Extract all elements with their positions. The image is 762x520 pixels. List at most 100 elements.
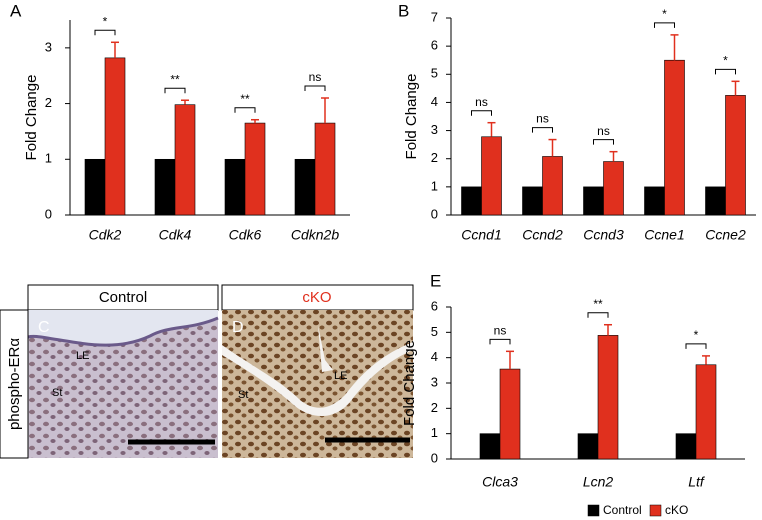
y-tick-label: 5 [431,324,438,339]
y-tick-label: 4 [431,349,438,364]
error-bar [251,118,259,124]
bar [314,122,336,216]
significance-label: * [694,328,699,342]
error-bar [111,41,119,58]
y-tick-label: 0 [431,450,438,465]
micrograph [222,310,413,458]
significance-bracket [715,68,736,75]
y-tick-label: 6 [431,38,438,53]
significance-bracket [304,85,326,91]
y-tick-label: 6 [431,298,438,313]
legend-label: cKO [665,503,688,517]
bar [583,186,604,216]
panel-title: Control [99,289,147,306]
bar [104,57,126,216]
significance-label: ** [240,92,250,106]
error-bar [670,34,679,61]
panel-header [27,284,219,311]
x-tick-label: Ccne1 [644,227,684,243]
y-tick-label: 3 [431,374,438,389]
y-axis-label: Fold Change [23,75,40,161]
bar [725,95,746,216]
x-tick-label: Ccnd3 [583,227,624,243]
bar [224,158,246,216]
row-label-box [0,309,29,459]
bar [603,161,624,216]
error-bar [487,121,496,137]
error-bar [181,99,189,105]
significance-label: ns [309,70,322,84]
bar [597,335,619,460]
panel-letter: E [430,271,441,290]
panel-letter: D [232,319,244,336]
panel-header [221,284,414,311]
x-tick-label: Cdkn2b [291,227,339,243]
y-tick-label: 3 [45,39,52,54]
lumen [28,310,218,346]
significance-label: ns [494,324,507,338]
bar [664,59,685,216]
x-tick-label: Cdk6 [229,227,262,243]
error-bar [731,80,740,96]
region-label: St [52,387,62,399]
x-tick-label: Lcn2 [583,474,614,490]
y-tick-label: 3 [431,122,438,137]
bar [542,156,563,216]
y-tick-label: 1 [431,425,438,440]
significance-label: ns [536,112,549,126]
x-tick-label: Cdk4 [159,227,192,243]
bar [244,122,266,216]
bar [499,368,521,460]
y-tick-label: 2 [431,400,438,415]
error-bar [321,97,329,124]
epithelium [27,316,219,347]
panel-letter: C [38,319,50,336]
x-tick-label: Clca3 [482,474,518,490]
bar [84,158,106,216]
bar [705,186,726,216]
region-label: St [238,389,248,401]
lumen [318,325,333,372]
significance-label: ns [475,95,488,109]
x-tick-label: Ccnd1 [461,227,501,243]
error-bar [604,323,612,336]
x-tick-label: Ltf [688,474,706,490]
significance-bracket [489,338,511,345]
significance-bracket [471,110,492,116]
bar [294,158,316,216]
significance-bracket [164,87,186,94]
significance-label: * [723,53,728,67]
panel-title: cKO [302,289,331,306]
bar [461,186,482,216]
y-tick-label: 0 [45,206,52,221]
row-label: phospho-ERα [6,338,23,430]
y-tick-label: 7 [431,9,438,24]
significance-label: * [103,14,108,28]
region-label: LE [76,350,89,362]
bar [675,433,697,460]
error-bar [548,138,557,157]
y-tick-label: 5 [431,66,438,81]
y-axis-label: Fold Change [403,74,420,160]
significance-label: ** [593,297,603,311]
y-axis-label: Fold Change [401,340,418,426]
significance-bracket [587,312,609,318]
bar [695,364,717,460]
significance-bracket [685,343,707,349]
significance-bracket [532,127,553,133]
significance-label: * [662,7,667,21]
y-tick-label: 0 [431,206,438,221]
significance-label: ** [170,72,180,86]
significance-bracket [234,107,256,113]
significance-bracket [593,139,614,145]
y-tick-label: 4 [431,94,438,109]
bar [577,433,599,460]
significance-bracket [94,29,116,36]
y-tick-label: 1 [45,151,52,166]
significance-bracket [654,22,675,28]
bar [154,158,176,216]
bar [479,433,501,460]
legend-label: Control [603,503,642,517]
x-tick-label: Ccnd2 [522,227,563,243]
